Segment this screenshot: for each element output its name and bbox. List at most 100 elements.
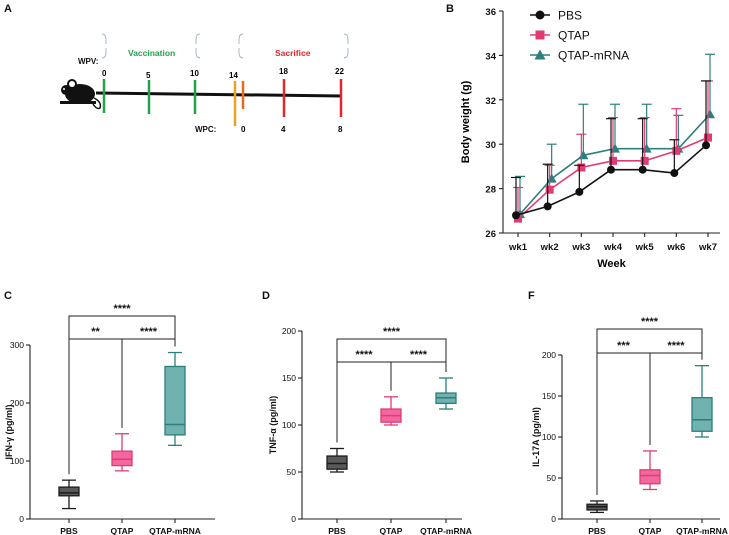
tnf-alpha-boxplot: 0 50 100 150 200 TNF-α (pg/ml) PBS QTAP QTAP-mRN… bbox=[268, 326, 472, 535]
significance-label: **** bbox=[355, 349, 373, 361]
significance-label: **** bbox=[410, 349, 428, 361]
legend-label-qtap-mrna: QTAP-mRNA bbox=[558, 49, 629, 63]
body-weight-chart: 26 28 30 32 34 36 wk1 wk2 wk3 wk4 wk5 wk6 wk7 Week Bod… bbox=[460, 7, 720, 270]
legend-label-qtap: QTAP bbox=[558, 29, 590, 43]
significance-bracket bbox=[596, 328, 703, 495]
significance-bracket bbox=[68, 315, 176, 475]
y-tick-label: 0 bbox=[19, 514, 24, 524]
wpv-tick-0: 0 bbox=[102, 69, 107, 78]
point-pbs bbox=[607, 165, 615, 174]
wpv-tick-5: 5 bbox=[146, 71, 151, 80]
box-0 bbox=[58, 486, 80, 497]
wpc-label: WPC: bbox=[195, 125, 216, 134]
y-tick-label: 50 bbox=[547, 473, 557, 483]
y-axis-title: IFN-γ (pg/ml) bbox=[4, 405, 14, 460]
x-tick-label: wk5 bbox=[635, 242, 655, 253]
significance-label: **** bbox=[641, 316, 659, 328]
wpc-tick-4: 4 bbox=[281, 125, 286, 134]
significance-label: **** bbox=[140, 326, 158, 338]
y-tick-label: 36 bbox=[485, 7, 496, 18]
x-tick-label: QTAP-mRNA bbox=[149, 526, 201, 535]
y-tick-label: 200 bbox=[542, 350, 556, 360]
box-1 bbox=[111, 450, 133, 467]
sacrifice-label: Sacrifice bbox=[275, 48, 311, 58]
x-tick-label: QTAP bbox=[380, 526, 403, 535]
legend-label-pbs: PBS bbox=[558, 9, 582, 23]
vaccination-label: Vaccination bbox=[128, 48, 175, 58]
x-tick-label: wk7 bbox=[698, 242, 717, 253]
panel-label-f: F bbox=[528, 290, 535, 302]
x-tick-label: QTAP bbox=[639, 526, 662, 535]
point-pbs bbox=[702, 141, 710, 150]
y-tick-label: 150 bbox=[542, 391, 556, 401]
box-2 bbox=[164, 365, 186, 436]
point-qtap bbox=[672, 146, 681, 155]
x-tick-label: QTAP-mRNA bbox=[676, 526, 728, 535]
point-pbs bbox=[670, 169, 679, 178]
y-tick-label: 30 bbox=[485, 140, 496, 151]
y-tick-label: 32 bbox=[485, 96, 496, 107]
y-tick-label: 0 bbox=[551, 514, 556, 524]
y-tick-label: 300 bbox=[10, 340, 24, 350]
x-tick-label: PBS bbox=[588, 526, 606, 535]
wpc-tick-0: 0 bbox=[241, 125, 246, 134]
point-pbs bbox=[575, 187, 584, 196]
legend-marker-qtap-mrna bbox=[534, 49, 546, 60]
y-tick-label: 26 bbox=[485, 229, 496, 240]
y-tick-label: 50 bbox=[287, 467, 297, 477]
significance-label: **** bbox=[383, 326, 401, 338]
panel-label-c: C bbox=[4, 290, 12, 302]
x-tick-label: wk6 bbox=[666, 242, 685, 253]
y-tick-label: 200 bbox=[10, 398, 24, 408]
x-tick-label: QTAP-mRNA bbox=[420, 526, 472, 535]
box-0 bbox=[326, 455, 348, 470]
x-tick-label: wk2 bbox=[540, 242, 559, 253]
significance-bracket bbox=[390, 361, 447, 391]
y-tick-label: 0 bbox=[291, 514, 296, 524]
point-pbs bbox=[638, 165, 647, 174]
box-1 bbox=[639, 469, 661, 485]
significance-bracket bbox=[336, 338, 447, 443]
x-tick-label: wk3 bbox=[571, 242, 590, 253]
legend-marker-qtap bbox=[535, 30, 545, 40]
panel-label-d: D bbox=[262, 290, 270, 302]
x-tick-label: PBS bbox=[328, 526, 346, 535]
mouse-icon bbox=[60, 79, 102, 110]
wpv-tick-22: 22 bbox=[335, 67, 344, 76]
x-tick-label: wk1 bbox=[508, 242, 528, 253]
box-2 bbox=[691, 396, 713, 432]
point-pbs bbox=[512, 211, 520, 220]
panel-label-a: A bbox=[4, 3, 12, 15]
legend-marker-pbs bbox=[535, 10, 545, 20]
significance-label: ** bbox=[91, 326, 100, 338]
y-axis-title: IL-17A (pg/ml) bbox=[531, 407, 541, 467]
point-qtap bbox=[577, 163, 586, 172]
x-tick-label: QTAP bbox=[111, 526, 134, 535]
bracket-right bbox=[195, 33, 201, 59]
point-qtap bbox=[704, 133, 712, 142]
timeline-axis bbox=[95, 91, 343, 98]
bracket-right-2 bbox=[343, 33, 349, 59]
y-tick-label: 34 bbox=[485, 51, 496, 62]
timeline-panel: Vaccination Sacrifice WPV: WPC: 0 5 10 1… bbox=[60, 33, 349, 134]
y-tick-label: 28 bbox=[485, 185, 496, 196]
y-tick-label: 200 bbox=[282, 326, 296, 336]
significance-label: **** bbox=[113, 303, 131, 315]
y-tick-label: 100 bbox=[282, 420, 296, 430]
panel-label-b: B bbox=[446, 3, 454, 15]
y-axis-title: TNF-α (pg/ml) bbox=[268, 396, 278, 455]
wpv-tick-18: 18 bbox=[279, 67, 288, 76]
wpv-tick-14: 14 bbox=[229, 71, 238, 80]
wpv-tick-10: 10 bbox=[190, 69, 199, 78]
point-pbs bbox=[543, 202, 552, 211]
ifn-gamma-boxplot: 0 100 200 300 IFN-γ (pg/ml) PBS QTAP QTAP-mRNA *… bbox=[4, 303, 215, 535]
y-tick-label: 100 bbox=[542, 432, 556, 442]
x-tick-label: PBS bbox=[60, 526, 78, 535]
x-axis-title: Week bbox=[597, 258, 626, 270]
significance-label: *** bbox=[617, 340, 631, 352]
significance-bracket bbox=[336, 361, 392, 443]
y-axis-title: Body weight (g) bbox=[460, 80, 472, 163]
bracket-left-2 bbox=[238, 33, 244, 59]
il-17a-boxplot: 0 50 100 150 200 IL-17A (pg/ml) PBS QTAP QTAP-mR… bbox=[531, 316, 728, 535]
